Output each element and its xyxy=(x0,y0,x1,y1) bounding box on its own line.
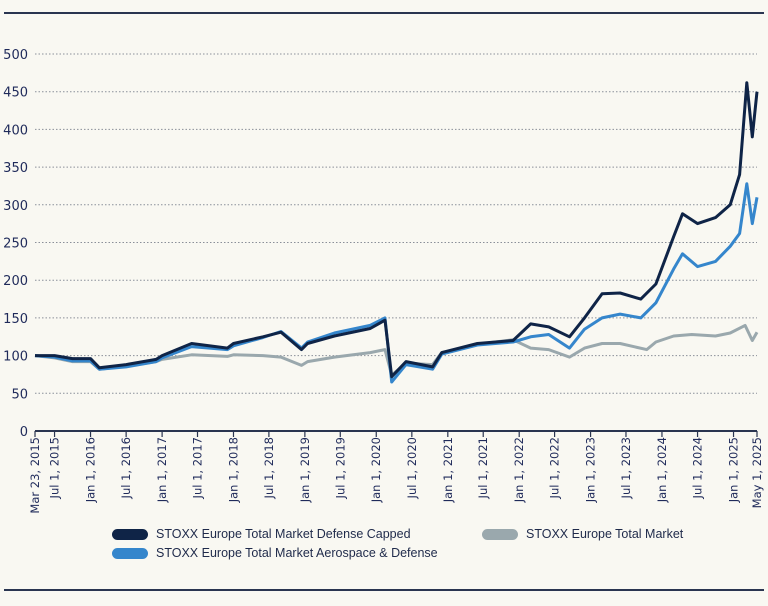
x-tick-label: Jan 1, 2019 xyxy=(298,437,312,503)
legend-swatch xyxy=(482,528,518,540)
x-tick-label: Jan 1, 2024 xyxy=(655,437,669,503)
series-line-1 xyxy=(34,182,759,384)
x-tick-label: Jan 1, 2020 xyxy=(369,437,383,503)
x-tick-label: Mar 23, 2015 xyxy=(28,437,42,514)
legend-swatch xyxy=(112,547,148,559)
y-tick-label: 50 xyxy=(11,387,28,402)
x-tick-label: Jan 1, 2023 xyxy=(584,437,598,503)
legend-label: STOXX Europe Total Market Aerospace & De… xyxy=(156,546,438,560)
y-tick-label: 0 xyxy=(20,425,28,440)
x-tick-label: Jul 1, 2015 xyxy=(48,437,62,499)
legend-item-aerospace-defense: STOXX Europe Total Market Aerospace & De… xyxy=(112,546,438,560)
line-chart: 0 50 100 150 200 250 300 350 400 450 500 Mar 23, 2… xyxy=(3,48,764,514)
legend-item-total-market: STOXX Europe Total Market xyxy=(482,527,683,541)
y-tick-label: 100 xyxy=(3,350,28,365)
x-tick-label: Jul 1, 2023 xyxy=(619,437,633,499)
y-tick-label: 150 xyxy=(3,312,28,327)
legend-label: STOXX Europe Total Market xyxy=(526,527,684,541)
series-lines xyxy=(34,81,759,384)
x-tick-label: Jul 1, 2017 xyxy=(191,437,205,499)
x-tick-label: Jan 1, 2025 xyxy=(727,437,741,503)
x-tick-label: Jul 1, 2024 xyxy=(691,437,705,499)
y-tick-label: 250 xyxy=(3,237,28,252)
y-tick-label: 400 xyxy=(3,123,28,138)
y-axis: 0 50 100 150 200 250 300 350 400 450 500 xyxy=(3,48,28,440)
x-tick-label: Jan 1, 2018 xyxy=(226,437,240,503)
x-tick-label: Jul 1, 2018 xyxy=(262,437,276,499)
x-tick-label: Jul 1, 2021 xyxy=(476,437,490,499)
x-tick-label: Jul 1, 2022 xyxy=(548,437,562,499)
y-tick-label: 350 xyxy=(3,161,28,176)
y-tick-label: 200 xyxy=(3,274,28,289)
y-tick-label: 300 xyxy=(3,199,28,214)
x-tick-label: Jul 1, 2020 xyxy=(405,437,419,499)
bottom-rule xyxy=(4,589,764,591)
series-line-2 xyxy=(34,323,759,377)
y-tick-label: 450 xyxy=(3,86,28,101)
x-tick-label: Jul 1, 2019 xyxy=(333,437,347,499)
legend-label: STOXX Europe Total Market Defense Capped xyxy=(156,527,411,541)
y-tick-label: 500 xyxy=(3,48,28,63)
x-tick-label: Jul 1, 2016 xyxy=(119,437,133,499)
x-tick-label: Jan 1, 2016 xyxy=(84,437,98,503)
legend-item-defense-capped: STOXX Europe Total Market Defense Capped xyxy=(112,527,411,541)
x-tick-label: Jan 1, 2021 xyxy=(441,437,455,503)
x-tick-label: May 1, 2025 xyxy=(750,437,764,508)
x-tick-label: Jan 1, 2017 xyxy=(155,437,169,503)
legend-swatch xyxy=(112,528,148,540)
series-line-0 xyxy=(35,81,759,379)
x-axis: Mar 23, 2015 Jul 1, 2015 Jan 1, 2016 Jul 1,… xyxy=(28,430,764,514)
x-tick-label: Jan 1, 2022 xyxy=(512,437,526,503)
gridlines xyxy=(35,53,757,394)
top-rule xyxy=(4,12,764,14)
